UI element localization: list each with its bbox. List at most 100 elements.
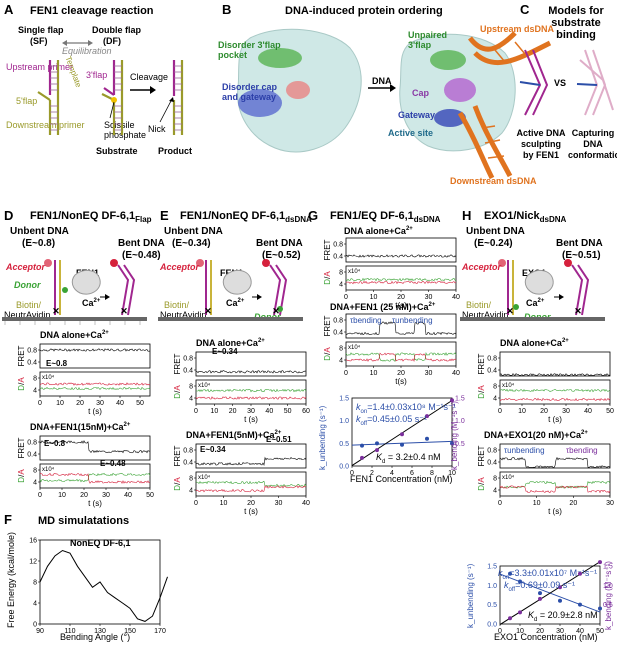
h2-donor-trace [499, 480, 611, 489]
h-bent-e: (E~0.51) [562, 250, 601, 261]
active-site-label: Active site [388, 128, 434, 138]
f-x-tick-label: 150 [124, 628, 136, 635]
product-label: Product [158, 146, 193, 156]
g1-x-tick-label: 10 [370, 294, 378, 301]
g-rate-unbending-point [360, 443, 364, 448]
f-y-tick-label: 8 [33, 580, 37, 587]
nick-label: Nick [148, 124, 166, 134]
e1-da-tick-label: 8 [189, 384, 193, 391]
downstream-primer-label: Downstream primer [6, 120, 85, 130]
model-left-label: Active DNA sculpting by FEN1 [516, 128, 566, 160]
h-rate-unbending-point [598, 606, 602, 611]
e2-fret-axes [195, 443, 307, 469]
g2-x-tick-label: 30 [425, 370, 433, 377]
e-bent-label: Bent DNA [256, 238, 303, 249]
g1-fret-axes [345, 237, 457, 263]
panel-letter-d: D [4, 208, 14, 223]
g1-da-tick-label: 4 [339, 282, 343, 289]
d2-fret-trace [39, 440, 151, 454]
h-rate-unbending-point [538, 591, 542, 596]
h2-fret-ylabel: FRET [477, 445, 486, 466]
h1-donor-trace [499, 388, 611, 393]
g-rate-bending-point [400, 432, 404, 437]
g-xlabel: FEN1 Concentration (nM) [350, 474, 453, 484]
h-rate-unbending-point [578, 602, 582, 607]
d2-e1-label: E~0.8 [44, 439, 66, 448]
d1-x104: x10⁴ [42, 374, 55, 381]
unpaired-label: Unpaired 3'flap [408, 30, 448, 50]
g1-x-tick-label: 40 [452, 294, 460, 301]
h1-fret-tick-label: 0.4 [487, 368, 497, 375]
d2-acceptor-trace [39, 472, 151, 484]
f-x-tick-label: 110 [64, 628, 75, 635]
e1-x-tick-label: 50 [284, 408, 292, 415]
d2-da-tick-label: 8 [33, 468, 37, 475]
f-y-tick-label: 12 [29, 559, 37, 566]
h-kon: kon=3.3±0.01x10⁷ M⁻¹s⁻¹ [498, 568, 598, 581]
gateway-label: Gateway [398, 110, 436, 120]
d-ca-label: Ca2+ [82, 298, 101, 308]
d2-fret-axes [39, 435, 151, 461]
d2-e2-label: E~0.48 [100, 459, 126, 468]
h-rate-yl-tick-label: 0.0 [487, 622, 497, 629]
h-rate-yl-tick-label: 0.5 [487, 602, 497, 609]
panel-b-title: DNA-induced protein ordering [285, 5, 443, 17]
d1-fret-tick-label: 0.8 [27, 348, 37, 355]
g1-xlabel: t(s) [395, 301, 407, 310]
d2-x-tick-label: 10 [58, 492, 66, 499]
h-acceptor-label: Acceptor [462, 262, 502, 272]
disorder-cap-label: Disorder cap and gateway [222, 82, 278, 102]
flap3-label: 3'flap [86, 70, 108, 80]
g2-x-tick-label: 0 [344, 370, 348, 377]
d2-x-tick-label: 0 [38, 492, 42, 499]
g1-fret-tick-label: 0.4 [333, 254, 343, 261]
svg-text:✕: ✕ [272, 306, 280, 316]
e1-e-label: E~0.34 [212, 347, 238, 356]
g-rate-bending-point [375, 448, 379, 453]
d2-x-tick-label: 50 [146, 492, 154, 499]
g1-x104: x10⁴ [348, 268, 361, 275]
e2-x104: x10⁴ [198, 474, 211, 481]
h1-fret-trace [499, 373, 611, 376]
h1-x-tick-label: 50 [606, 408, 614, 415]
g2-x-tick-label: 10 [370, 370, 378, 377]
panel-letter-g: G [308, 208, 319, 223]
e-schematic: ✕ ✕ [158, 259, 303, 321]
e2-donor-trace [195, 480, 307, 487]
h1-fret-ylabel: FRET [477, 353, 486, 374]
d1-xlabel: t (s) [88, 407, 102, 416]
panel-letter-a: A [4, 2, 14, 17]
g-kd: Kd = 3.2±0.4 nM [376, 452, 441, 465]
g1-da-axes [345, 265, 457, 291]
h-rate-unbending-point [518, 579, 522, 584]
h2-fret-tick-label: 0.4 [487, 460, 497, 467]
h1-x-tick-label: 0 [498, 408, 502, 415]
h-yright: k_bending (M⁻¹s⁻¹) [604, 561, 613, 630]
d2-da-ylabel: D/A [17, 469, 26, 483]
d2-xlabel: t (s) [88, 499, 102, 508]
svg-text:✕: ✕ [574, 306, 582, 316]
g-rate-bending-point [425, 414, 429, 419]
d-neutravidin-label: NeutrAvidin [4, 310, 51, 320]
e2-fret-trace [195, 456, 307, 467]
h1-x-tick-label: 20 [540, 408, 548, 415]
h2-fret-axes [499, 443, 611, 469]
h-rate-bending-point [518, 610, 522, 615]
panel-letter-h: H [462, 208, 472, 223]
substrate-label: Substrate [96, 146, 138, 156]
h1-acceptor-trace [499, 397, 611, 402]
e1-fret-trace [196, 370, 307, 374]
h-rate-unbending-point [558, 598, 562, 603]
d2-x104: x10⁴ [42, 466, 55, 473]
h-unbent-label: Unbent DNA [466, 226, 525, 237]
d2-da-tick-label: 4 [33, 480, 37, 487]
g1-da-tick-label: 8 [339, 270, 343, 277]
panel-letter-f: F [4, 512, 12, 527]
g-tau-unbending: τunbending [392, 316, 433, 325]
downstream-label: Downstream dsDNA [450, 176, 537, 186]
g1-x-tick-label: 0 [344, 294, 348, 301]
d1-da-tick-label: 4 [33, 388, 37, 395]
df-label: Double flap [92, 25, 141, 35]
e1-da-ylabel: D/A [173, 385, 182, 399]
g-rate-bending-point [450, 398, 454, 403]
